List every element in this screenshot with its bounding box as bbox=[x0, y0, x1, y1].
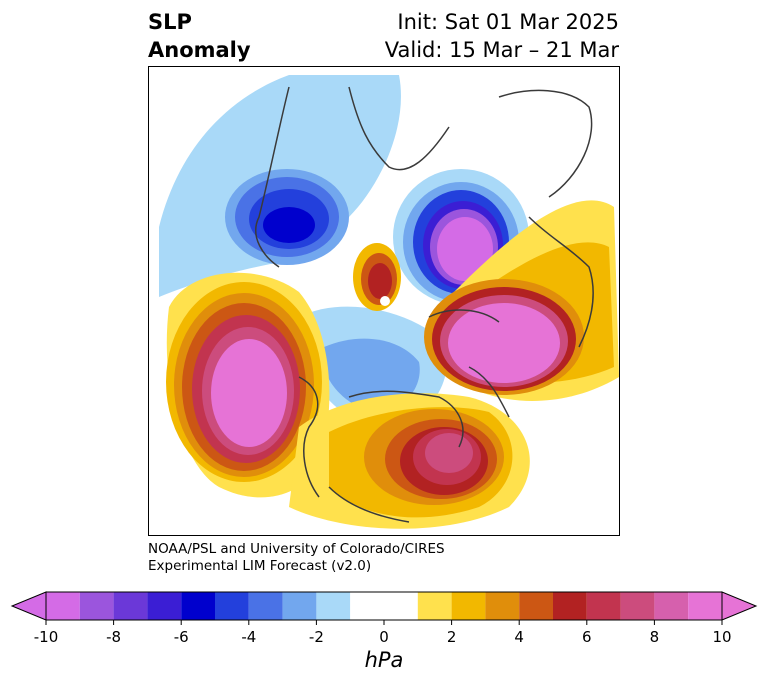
colorbar-tick-label: 8 bbox=[649, 628, 660, 646]
credit-line-2: Experimental LIM Forecast (v2.0) bbox=[148, 558, 372, 574]
colorbar-bin bbox=[113, 592, 148, 620]
positive-anomaly-eastern-us bbox=[289, 393, 530, 529]
credit-line-1: NOAA/PSL and University of Colorado/CIRE… bbox=[148, 541, 445, 557]
colorbar-tick-label: 10 bbox=[712, 628, 732, 646]
colorbar-bin bbox=[586, 592, 621, 620]
colorbar-bin bbox=[248, 592, 283, 620]
colorbar-tick-label: 4 bbox=[514, 628, 524, 646]
title-line-2: Anomaly bbox=[148, 38, 251, 62]
colorbar-bin bbox=[417, 592, 452, 620]
colorbar-bin bbox=[350, 592, 418, 620]
init-date: Init: Sat 01 Mar 2025 bbox=[397, 10, 619, 34]
credit-text: NOAA/PSL and University of Colorado/CIRE… bbox=[148, 541, 445, 575]
colorbar-unit: hPa bbox=[364, 648, 404, 672]
colorbar-tick-label: -10 bbox=[33, 628, 59, 646]
date-info: Init: Sat 01 Mar 2025 Valid: 15 Mar – 21… bbox=[385, 8, 619, 64]
colorbar-bin bbox=[654, 592, 689, 620]
colorbar-bin bbox=[282, 592, 317, 620]
colorbar-tick-label: -6 bbox=[173, 628, 189, 646]
positive-anomaly-arctic bbox=[353, 243, 401, 311]
colorbar-bin bbox=[46, 592, 80, 620]
colorbar-extend-high bbox=[721, 591, 758, 621]
colorbar-tick-label: 0 bbox=[379, 628, 389, 646]
colorbar-tick-label: -8 bbox=[106, 628, 122, 646]
colorbar-tick-label: -4 bbox=[241, 628, 257, 646]
colorbar-bin bbox=[181, 592, 215, 620]
negative-anomaly-east-siberia bbox=[225, 169, 349, 265]
colorbar-bin bbox=[688, 592, 722, 620]
colorbar-extend-low bbox=[10, 591, 47, 621]
anomaly-map bbox=[148, 66, 620, 536]
colorbar-tick-label: 2 bbox=[446, 628, 457, 646]
colorbar-bin bbox=[519, 592, 553, 620]
colorbar-bin bbox=[316, 592, 351, 620]
title-line-1: SLP bbox=[148, 10, 192, 34]
anomaly-map-svg bbox=[159, 75, 619, 529]
map-title: SLP Anomaly bbox=[148, 8, 251, 64]
colorbar-bin bbox=[147, 592, 182, 620]
positive-anomaly-north-pacific bbox=[166, 272, 330, 498]
colorbar-bin bbox=[485, 592, 520, 620]
colorbar-bin bbox=[451, 592, 486, 620]
colorbar-tick-label: 6 bbox=[582, 628, 592, 646]
colorbar-bin bbox=[620, 592, 655, 620]
colorbar bbox=[10, 591, 758, 625]
positive-anomaly-europe bbox=[424, 200, 619, 401]
colorbar-bin bbox=[553, 592, 587, 620]
colorbar-bin bbox=[79, 592, 114, 620]
colorbar-tick-label: -2 bbox=[308, 628, 324, 646]
valid-range: Valid: 15 Mar – 21 Mar bbox=[384, 38, 619, 62]
colorbar-bin bbox=[215, 592, 249, 620]
coastlines bbox=[255, 86, 594, 523]
